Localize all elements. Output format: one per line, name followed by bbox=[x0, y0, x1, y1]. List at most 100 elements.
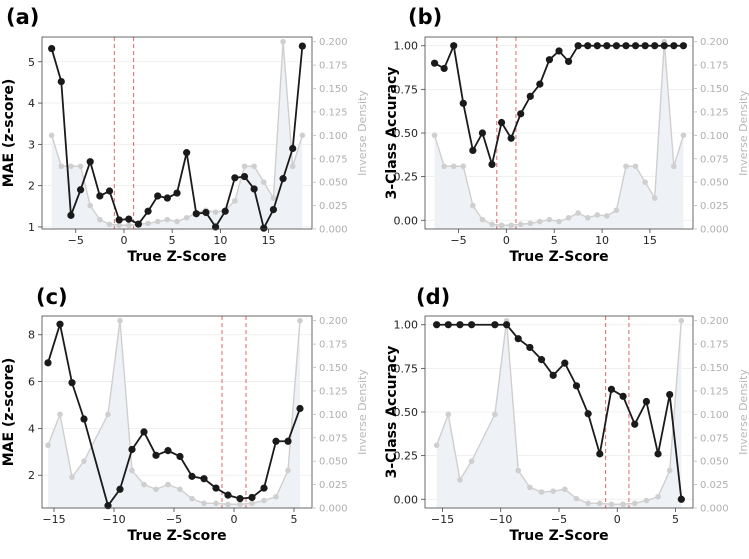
density-point bbox=[613, 207, 620, 214]
data-point bbox=[536, 80, 544, 88]
y2-tick-label: 0.200 bbox=[319, 37, 348, 48]
y2-axis-label: Inverse Density bbox=[356, 369, 369, 455]
y2-tick-label: 0.200 bbox=[700, 37, 729, 48]
density-point bbox=[678, 317, 685, 324]
panel-label: (a) bbox=[6, 5, 39, 29]
data-point bbox=[572, 382, 581, 390]
data-point bbox=[497, 118, 506, 127]
density-point bbox=[105, 411, 111, 418]
data-point bbox=[574, 42, 582, 50]
density-point bbox=[594, 212, 601, 218]
data-point bbox=[456, 321, 464, 329]
y2-tick-label: 0.100 bbox=[319, 131, 348, 142]
data-point bbox=[555, 47, 563, 55]
data-point bbox=[444, 321, 452, 329]
density-point bbox=[201, 500, 207, 507]
x-tick-label: 15 bbox=[262, 234, 276, 247]
density-point bbox=[596, 500, 603, 507]
density-point bbox=[655, 493, 661, 500]
panel-label: (c) bbox=[36, 285, 68, 309]
density-point bbox=[141, 481, 147, 488]
y2-tick-label: 0.100 bbox=[319, 410, 348, 421]
density-point bbox=[77, 163, 84, 170]
density-point bbox=[546, 216, 553, 223]
data-point bbox=[173, 189, 181, 197]
data-point bbox=[57, 77, 65, 86]
density-point bbox=[573, 495, 580, 502]
y2-axis-label: Inverse Density bbox=[737, 90, 749, 176]
data-point bbox=[450, 42, 458, 50]
density-point bbox=[450, 163, 457, 170]
density-point bbox=[565, 214, 572, 221]
data-point bbox=[537, 356, 546, 364]
x-tick-label: −5 bbox=[166, 513, 182, 526]
data-point bbox=[236, 495, 244, 503]
data-point bbox=[134, 220, 143, 228]
density-point bbox=[623, 163, 629, 170]
density-area bbox=[51, 41, 303, 230]
density-point bbox=[631, 500, 638, 507]
data-point bbox=[430, 59, 439, 67]
x-axis-label: True Z-Score bbox=[509, 528, 608, 544]
density-point bbox=[97, 216, 103, 223]
data-point bbox=[86, 158, 94, 166]
y2-tick-label: 0.025 bbox=[700, 480, 729, 491]
x-tick-label: −10 bbox=[102, 513, 125, 526]
y2-tick-label: 0.075 bbox=[319, 154, 348, 165]
density-point bbox=[680, 132, 687, 139]
data-point bbox=[105, 187, 114, 195]
data-point bbox=[642, 397, 650, 406]
density-point bbox=[441, 163, 447, 170]
density-point bbox=[643, 497, 650, 504]
data-point bbox=[212, 484, 220, 492]
x-tick-label: −15 bbox=[431, 513, 454, 526]
data-point bbox=[68, 379, 76, 387]
plot-frame bbox=[41, 36, 313, 230]
density-point bbox=[241, 163, 248, 170]
density-point bbox=[68, 163, 74, 170]
density-point bbox=[125, 222, 132, 229]
data-point bbox=[260, 484, 268, 492]
data-point bbox=[679, 42, 688, 50]
x-tick-label: 15 bbox=[643, 234, 657, 247]
data-point bbox=[183, 149, 191, 157]
y2-tick-label: 0.075 bbox=[319, 433, 348, 444]
x-tick-label: 5 bbox=[551, 234, 558, 247]
x-axis-label: True Z-Score bbox=[127, 249, 226, 265]
density-point bbox=[604, 213, 610, 219]
density-point bbox=[620, 501, 626, 508]
data-point bbox=[651, 42, 659, 50]
y2-tick-label: 0.175 bbox=[700, 340, 729, 351]
y-axis-label: 3-Class Accuracy bbox=[384, 67, 400, 200]
density-point bbox=[527, 484, 533, 491]
y-tick-label: 6 bbox=[28, 376, 35, 389]
data-point bbox=[564, 57, 573, 66]
y2-tick-label: 0.025 bbox=[319, 480, 348, 491]
y2-tick-label: 0.075 bbox=[700, 154, 729, 165]
data-point bbox=[526, 343, 534, 352]
density-point bbox=[671, 163, 677, 170]
density-point bbox=[666, 467, 673, 474]
data-point bbox=[517, 110, 525, 118]
density-point bbox=[479, 216, 486, 223]
data-point bbox=[502, 321, 511, 329]
data-point bbox=[459, 99, 467, 107]
data-point bbox=[154, 192, 162, 200]
data-point bbox=[526, 92, 534, 100]
density-point bbox=[270, 195, 277, 201]
density-point bbox=[468, 458, 475, 464]
panel-label: (d) bbox=[416, 285, 450, 309]
y2-tick-label: 0.025 bbox=[700, 201, 729, 212]
data-point bbox=[619, 392, 627, 400]
density-point bbox=[651, 195, 658, 201]
y2-tick-label: 0.150 bbox=[700, 84, 729, 95]
data-point bbox=[144, 207, 152, 215]
density-point bbox=[69, 474, 75, 480]
data-point bbox=[260, 224, 268, 232]
density-point bbox=[498, 222, 505, 229]
density-area bbox=[48, 320, 300, 508]
y2-tick-label: 0.050 bbox=[700, 457, 729, 468]
data-point bbox=[612, 42, 621, 50]
y-tick-label: 8 bbox=[28, 329, 35, 342]
y-tick-label: 5 bbox=[28, 56, 35, 69]
